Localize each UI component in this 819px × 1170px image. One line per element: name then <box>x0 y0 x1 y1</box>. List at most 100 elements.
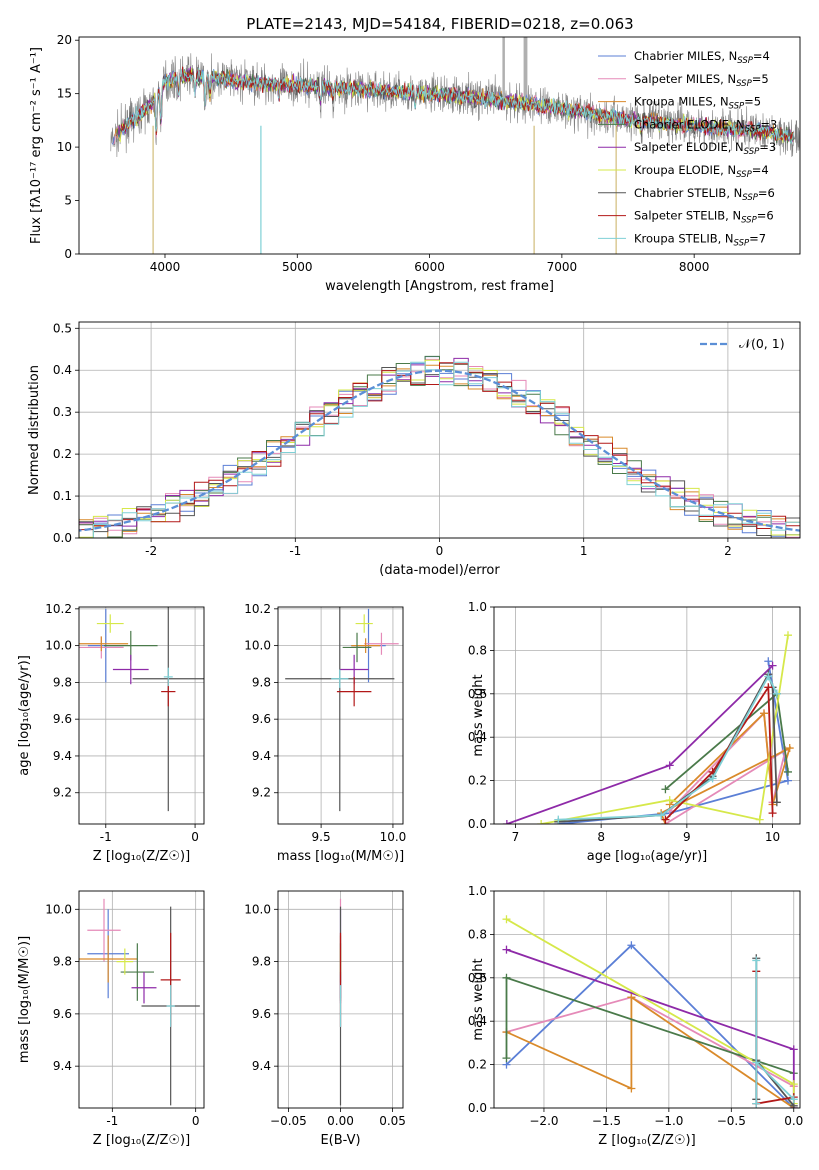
spectrum-panel: 4000 5000 6000 7000 8000 0 5 10 15 20 wavelength [… <box>29 33 801 294</box>
axes-frame <box>78 606 205 825</box>
data-point <box>760 709 768 718</box>
legend-entry: 𝒩(0, 1) <box>739 336 785 351</box>
mass-weight-lines <box>502 631 794 824</box>
y-tick-label: 9.6 <box>53 1007 72 1021</box>
x-tick-label: 8000 <box>679 260 710 274</box>
y-tick-label: 0.8 <box>468 643 487 657</box>
y-tick-label: 9.2 <box>53 786 72 800</box>
data-point <box>657 811 666 820</box>
x-tick-label: -1 <box>289 544 301 558</box>
y-tick-label: 9.4 <box>252 1059 271 1073</box>
y-tick-label: 10.0 <box>45 639 72 653</box>
data-point <box>752 1099 761 1108</box>
y-tick-label: 0.4 <box>468 730 487 744</box>
x-tick-label: 0.0 <box>784 1114 803 1128</box>
series-line <box>540 635 789 824</box>
series-line <box>505 944 795 1108</box>
y-tick-label: 0.6 <box>468 687 487 701</box>
y-axis-label: Normed distribution <box>27 365 42 495</box>
x-axis-label: Z [log₁₀(Z/Z☉)] <box>598 1133 695 1148</box>
x-tick-label: 4000 <box>150 260 181 274</box>
data-point <box>537 820 546 824</box>
data-point <box>752 956 761 965</box>
axes-frame <box>493 606 801 825</box>
legend-entry: Chabrier ELODIE, NSSP=3 <box>634 117 777 134</box>
x-tick-label: −1.5 <box>592 1114 621 1128</box>
mass-vs-ebv-panel: −0.05 0.00 0.05 9.4 9.6 9.8 10.0 E(B-V) <box>244 890 406 1148</box>
y-tick-label: 20 <box>57 33 72 47</box>
data-point <box>502 915 511 924</box>
axes-frame <box>493 890 801 1109</box>
mass-vs-Z-panel: -1 0 9.4 9.6 9.8 10.0 Z [log₁₀(Z/Z☉)] mass [log… <box>17 890 205 1148</box>
data-point <box>708 774 717 783</box>
data-point <box>789 1095 798 1104</box>
y-tick-label: 0 <box>64 247 72 261</box>
y-tick-label: 9.6 <box>252 1007 271 1021</box>
x-axis-label: Z [log₁₀(Z/Z☉)] <box>93 849 190 864</box>
mass-weight-lines <box>502 915 798 1108</box>
x-tick-label: 9.5 <box>312 830 331 844</box>
legend-entry: Salpeter MILES, NSSP=5 <box>634 72 769 89</box>
legend-entry: Kroupa MILES, NSSP=5 <box>634 95 761 112</box>
y-tick-label: 10.0 <box>244 639 271 653</box>
x-tick-label: −2.0 <box>529 1114 558 1128</box>
normal-curve <box>79 369 800 532</box>
data-point <box>772 798 781 807</box>
legend-entry: Kroupa STELIB, NSSP=7 <box>634 231 766 248</box>
data-point <box>768 661 777 670</box>
y-tick-label: 0.2 <box>53 447 72 461</box>
mass-weight-vs-Z-panel: −2.0 −1.5 −1.0 −0.5 0.0 0.0 0.2 0.4 0.6 0.8 1.0 Z [… <box>468 884 803 1148</box>
y-tick-label: 9.6 <box>53 712 72 726</box>
data-point <box>627 941 636 950</box>
age-vs-mass-panel: 9.5 10.0 9.2 9.4 9.6 9.8 10.0 10.2 mass [log₁₀(M… <box>244 602 406 864</box>
legend-entry: Kroupa ELODIE, NSSP=4 <box>634 163 769 180</box>
data-point <box>502 973 511 982</box>
y-tick-label: 1.0 <box>468 600 487 614</box>
series-line <box>506 918 795 1104</box>
x-tick-label: 10 <box>765 830 780 844</box>
y-tick-label: 0.0 <box>468 1101 487 1115</box>
y-tick-label: 5 <box>64 194 72 208</box>
axes-frame <box>277 890 404 1109</box>
x-tick-label: 1 <box>580 544 588 558</box>
y-tick-label: 9.4 <box>53 749 72 763</box>
data-point <box>764 672 773 681</box>
y-tick-label: 0.0 <box>53 531 72 545</box>
data-point <box>661 815 670 824</box>
y-tick-label: 0.6 <box>468 971 487 985</box>
error-bars <box>79 607 204 812</box>
y-tick-label: 0.3 <box>53 405 72 419</box>
x-tick-label: 5000 <box>282 260 313 274</box>
error-bars <box>79 898 200 1106</box>
x-tick-label: 7000 <box>547 260 578 274</box>
y-axis-label: mass weight <box>471 958 486 1040</box>
y-axis-label: age [log₁₀(age/yr)] <box>17 655 32 776</box>
data-point <box>755 815 764 824</box>
x-tick-label: 2 <box>724 544 732 558</box>
x-tick-label: 0.00 <box>327 1114 354 1128</box>
y-tick-label: 9.6 <box>252 712 271 726</box>
y-tick-label: 0.2 <box>468 774 487 788</box>
data-point <box>661 785 670 794</box>
x-tick-label: 0 <box>192 1114 200 1128</box>
x-tick-label: 8 <box>597 830 605 844</box>
y-tick-label: 9.8 <box>53 675 72 689</box>
x-axis-label: (data-model)/error <box>379 563 500 578</box>
series-line <box>506 995 795 1108</box>
data-point <box>772 689 781 698</box>
x-axis-label: mass [log₁₀(M/M☉)] <box>277 849 404 864</box>
age-vs-Z-panel: -1 0 9.2 9.4 9.6 9.8 10.0 10.2 Z [log₁₀(Z/Z☉)] ag… <box>17 602 205 864</box>
y-tick-label: 0.5 <box>53 321 72 335</box>
y-axis-label: mass weight <box>471 674 486 756</box>
legend-entry: Chabrier MILES, NSSP=4 <box>634 49 770 66</box>
data-point <box>502 820 511 824</box>
data-point <box>764 657 773 666</box>
residual-histogram-panel: -2 -1 0 1 2 0.0 0.1 0.2 0.3 0.4 0.5 (data-model)/er… <box>27 321 801 578</box>
x-tick-label: -1 <box>100 830 112 844</box>
axes-frame <box>78 36 801 255</box>
data-point <box>502 945 511 954</box>
x-tick-label: 0.05 <box>379 1114 406 1128</box>
x-tick-label: −1.0 <box>654 1114 683 1128</box>
data-point <box>789 1080 798 1089</box>
